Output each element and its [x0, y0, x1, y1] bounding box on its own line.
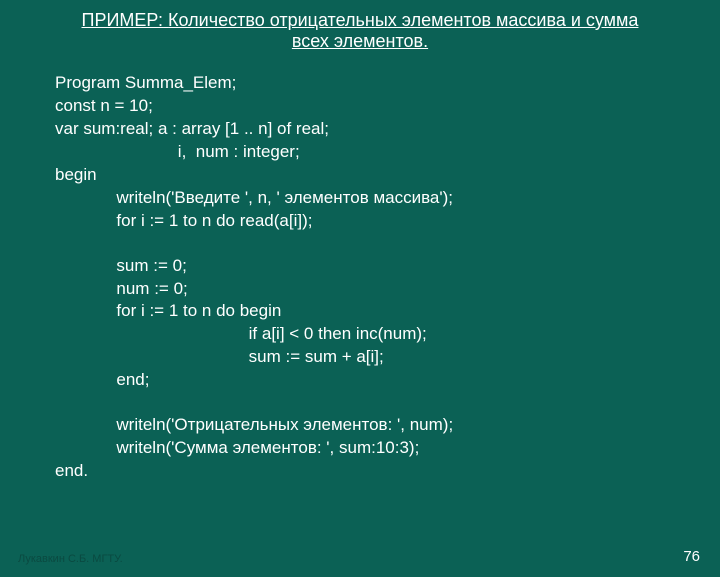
- page-number: 76: [683, 548, 700, 565]
- code-line: i, num : integer;: [55, 141, 720, 164]
- blank-line: [55, 233, 720, 255]
- slide-title-line1: ПРИМЕР: Количество отрицательных элемент…: [0, 10, 720, 31]
- code-line: Program Summa_Elem;: [55, 72, 720, 95]
- code-line: writeln('Отрицательных элементов: ', num…: [55, 414, 720, 437]
- slide-title-line2: всех элементов.: [0, 31, 720, 52]
- title-text-1: Количество отрицательных элементов масси…: [168, 10, 638, 30]
- code-line: end;: [55, 369, 720, 392]
- footer-author: Лукавкин С.Б. МГТУ.: [18, 553, 123, 565]
- code-line: for i := 1 to n do read(a[i]);: [55, 210, 720, 233]
- title-prefix: ПРИМЕР:: [82, 10, 164, 30]
- code-line: begin: [55, 164, 720, 187]
- code-line: const n = 10;: [55, 95, 720, 118]
- code-line: writeln('Введите ', n, ' элементов масси…: [55, 187, 720, 210]
- code-line: sum := sum + a[i];: [55, 346, 720, 369]
- code-example: Program Summa_Elem; const n = 10; var su…: [0, 72, 720, 483]
- code-line: end.: [55, 460, 720, 483]
- code-line: var sum:real; a : array [1 .. n] of real…: [55, 118, 720, 141]
- code-line: for i := 1 to n do begin: [55, 300, 720, 323]
- blank-line: [55, 392, 720, 414]
- code-line: if a[i] < 0 then inc(num);: [55, 323, 720, 346]
- code-line: num := 0;: [55, 278, 720, 301]
- code-line: writeln('Сумма элементов: ', sum:10:3);: [55, 437, 720, 460]
- code-line: sum := 0;: [55, 255, 720, 278]
